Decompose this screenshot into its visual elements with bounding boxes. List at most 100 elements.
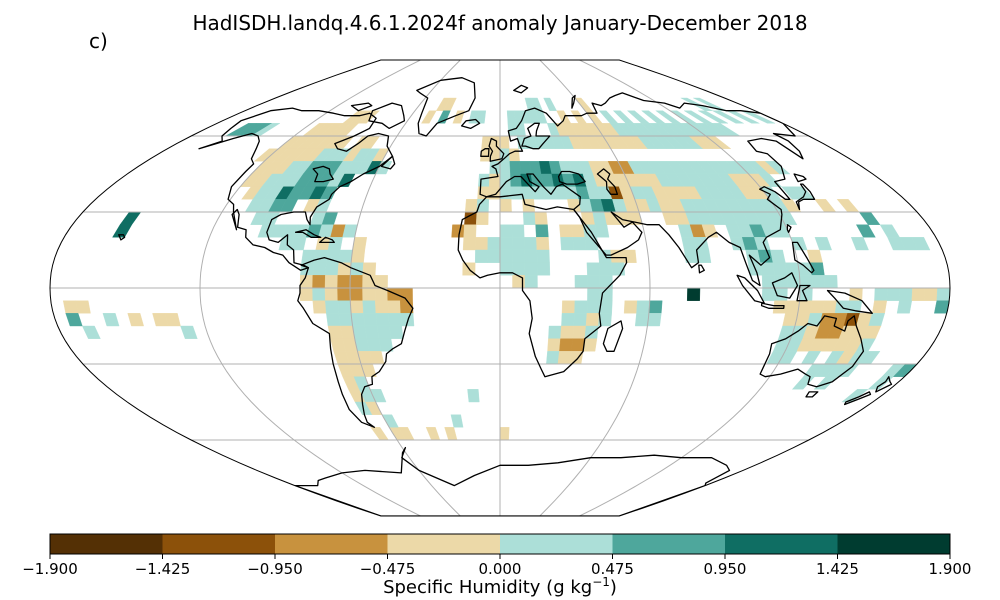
grid-cell (556, 110, 572, 124)
grid-cell (324, 275, 339, 289)
colorbar-label-exponent: −1 (592, 575, 610, 589)
coastline-scandinavia-gulf (521, 122, 551, 150)
grid-cell (425, 427, 441, 441)
grid-cell (559, 338, 573, 352)
grid-cell (364, 325, 380, 339)
grid-cell (511, 224, 525, 238)
grid-cell (400, 313, 415, 327)
grid-cell (764, 161, 791, 175)
grid-cell (641, 110, 666, 124)
coastline-hispaniola (318, 236, 335, 244)
grid-cell (375, 313, 390, 327)
grid-cell (543, 97, 557, 111)
grid-cell (599, 275, 613, 289)
colorbar-bin (50, 534, 163, 554)
grid-cell (546, 351, 560, 365)
grid-cell (770, 249, 786, 263)
grid-cell (797, 300, 813, 314)
grid-cell (655, 110, 682, 124)
coastline-north-america (198, 107, 394, 271)
grid-cell (886, 287, 901, 301)
grid-cell (587, 275, 601, 289)
grid-cell (572, 237, 587, 251)
coastline-hawaii (118, 234, 126, 241)
grid-cell (510, 186, 523, 200)
coastline-africa (457, 193, 628, 378)
grid-cell (760, 262, 775, 276)
grid-cell (697, 110, 729, 124)
grid-cell (822, 300, 838, 314)
grid-cell (421, 110, 437, 124)
coastline-japan (795, 183, 816, 211)
colorbar-tick-label: −1.900 (22, 560, 78, 578)
coastline-novaya-zemlya (571, 94, 576, 109)
coastline-borneo (771, 272, 799, 299)
grid-cell (102, 313, 120, 327)
map-boundary (49, 59, 951, 517)
map-panel (49, 59, 951, 517)
grid-cell (936, 287, 950, 301)
grid-cell (850, 237, 869, 251)
coastline-svalbard (513, 84, 529, 94)
grid-cell (879, 224, 900, 238)
grid-cell (587, 287, 601, 301)
grid-cell (499, 237, 513, 251)
grid-cell (814, 237, 832, 251)
grid-cell (772, 300, 788, 314)
grid-cell (499, 161, 511, 175)
grid-cell (464, 211, 478, 225)
coastline-baffin (368, 102, 406, 130)
grid-cell (530, 97, 543, 111)
grid-cell (499, 249, 513, 263)
grid-cell (324, 287, 339, 301)
grid-cell (499, 135, 510, 149)
grid-cell (574, 300, 588, 314)
grid-cell (337, 275, 351, 289)
grid-cell (387, 287, 401, 301)
colorbar-tick-label: −1.425 (135, 560, 191, 578)
coastline-cuba (294, 229, 322, 238)
grid-cell (585, 313, 600, 327)
grid-cell (836, 199, 860, 213)
grid-cell (712, 110, 744, 124)
grid-cell (524, 275, 538, 289)
figure-title: HadISDH.landq.4.6.1.2024f anomaly Januar… (192, 11, 807, 35)
grid-cell (571, 224, 586, 238)
coastline-britain (488, 137, 505, 162)
grid-cell (559, 224, 573, 238)
grid-cell (362, 300, 377, 314)
grid-cell (511, 237, 525, 251)
grid-cell (599, 262, 613, 276)
colorbar-label-close: ) (610, 577, 617, 598)
grid-cell (648, 300, 663, 314)
grid-cell (811, 275, 826, 289)
colorbar-label: Specific Humidity (g kg−1) (383, 575, 617, 598)
grid-cell (350, 249, 366, 263)
grid-cell (467, 389, 480, 403)
grid-cell (574, 275, 588, 289)
coastline-nz-south (843, 391, 872, 406)
grid-cell (388, 313, 402, 327)
anomaly-grid-cells (62, 97, 950, 441)
coastline-java (760, 302, 785, 309)
grid-cell (594, 224, 610, 238)
colorbar-tick-label: 0.000 (479, 560, 522, 578)
grid-cell (349, 287, 363, 301)
grid-cell (634, 313, 650, 327)
colorbar-bin (725, 534, 838, 554)
colorbar-tick-label: 1.425 (816, 560, 859, 578)
colorbar-bin (162, 534, 276, 554)
coastline-tasmania (805, 391, 819, 398)
grid-cell (872, 300, 888, 314)
panel-label: c) (89, 29, 108, 53)
grid-cell (924, 287, 938, 301)
grid-cell (349, 275, 363, 289)
grid-cell (536, 262, 551, 276)
grid-cell (532, 186, 546, 200)
grid-cell (512, 249, 526, 263)
grid-cell (362, 287, 376, 301)
grid-cell (463, 224, 477, 238)
grid-cell (626, 110, 650, 124)
grid-cell (487, 237, 501, 251)
colorbar-tick-label: 1.900 (929, 560, 972, 578)
